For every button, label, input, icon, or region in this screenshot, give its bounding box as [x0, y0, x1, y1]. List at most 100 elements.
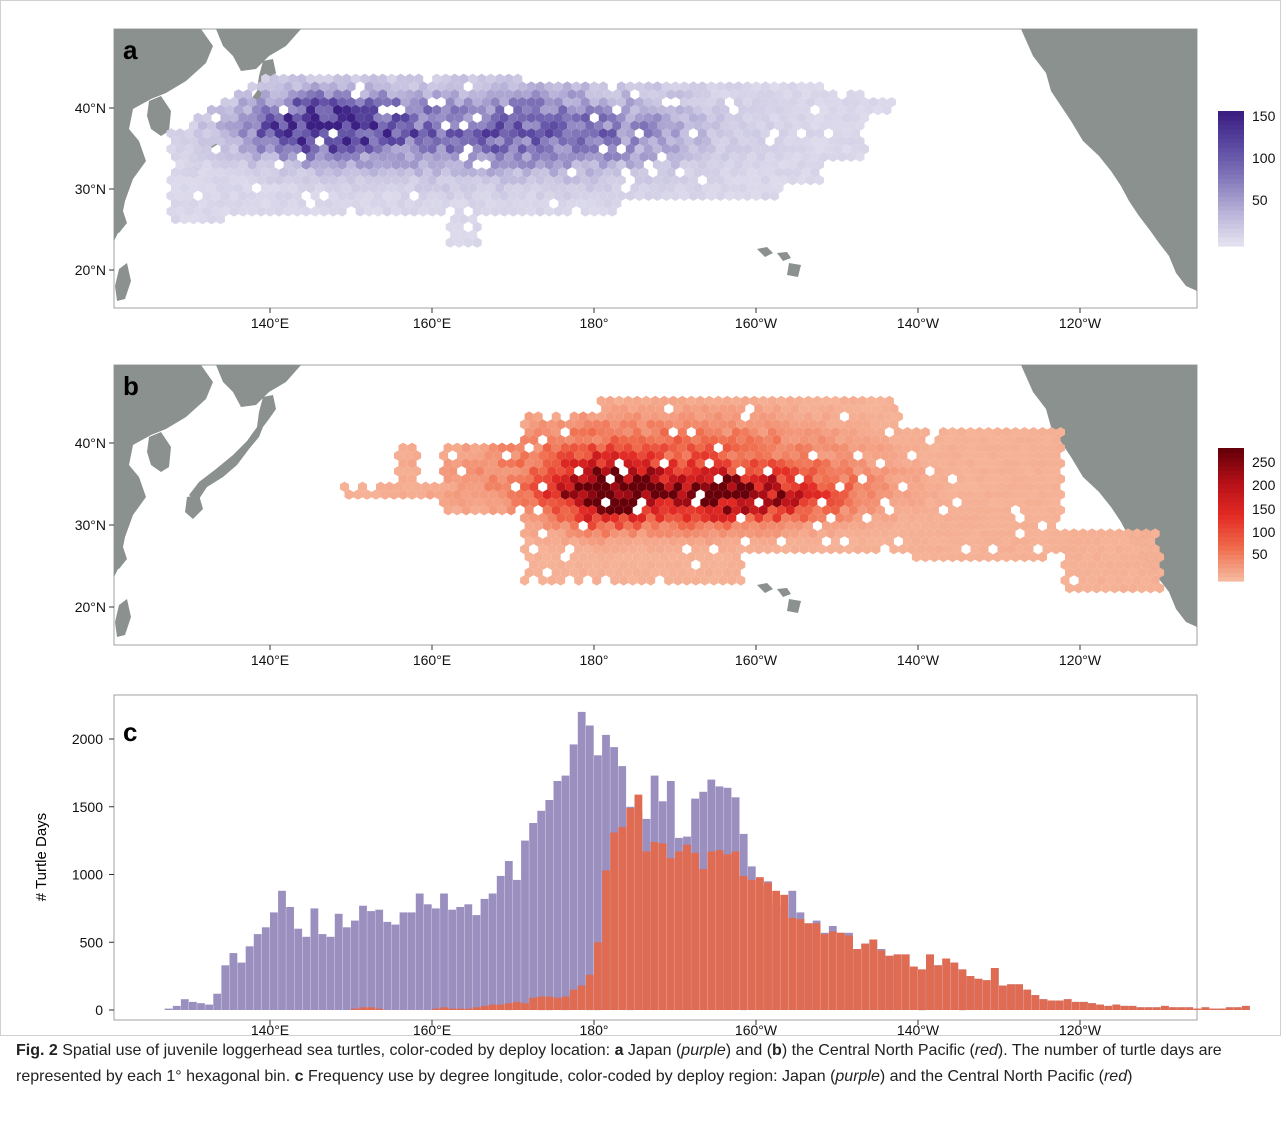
hexbin	[774, 89, 784, 100]
hexbin	[898, 512, 908, 524]
hexbin	[731, 411, 741, 422]
hexbin	[583, 450, 593, 461]
hexbin	[538, 466, 548, 477]
hexbin	[495, 73, 505, 84]
hexbin	[848, 473, 858, 485]
hexbin	[643, 143, 653, 155]
hexbin	[830, 505, 840, 516]
legend-swatch	[1218, 219, 1244, 225]
hexbin	[265, 190, 275, 201]
hexbin	[324, 167, 334, 178]
hexbin	[697, 128, 707, 139]
japan-bar	[245, 946, 254, 1010]
hexbin	[826, 419, 836, 430]
hexbin	[202, 190, 212, 201]
hexbin	[641, 411, 651, 422]
hexbin	[495, 120, 505, 131]
hexbin	[970, 481, 980, 492]
landmass	[115, 263, 131, 301]
hexbin	[713, 458, 723, 469]
hexbin	[513, 89, 523, 100]
hexbin	[866, 458, 876, 469]
hexbin	[646, 450, 656, 461]
hexbin	[828, 136, 838, 147]
hexbin	[490, 81, 500, 92]
hexbin	[722, 551, 732, 563]
hexbin	[463, 159, 473, 170]
hexbin	[902, 458, 912, 469]
hexbin	[569, 473, 579, 485]
hexbin	[853, 466, 863, 477]
hexbin	[319, 97, 329, 108]
hexbin	[812, 536, 822, 547]
hexbin	[862, 403, 872, 414]
hexbin	[806, 175, 815, 186]
hexbin	[1083, 583, 1093, 594]
hexbin	[641, 489, 651, 500]
hexbin	[342, 182, 352, 194]
hexbin	[778, 175, 788, 186]
hexbin	[288, 136, 298, 147]
hexbin	[695, 458, 705, 469]
hexbin	[684, 151, 694, 162]
hexbin	[993, 442, 1002, 453]
hexbin	[342, 120, 352, 131]
hexbin	[450, 198, 460, 209]
hexbin	[522, 89, 532, 100]
hexbin	[565, 528, 575, 539]
hexbin	[673, 419, 683, 430]
hexbin	[369, 136, 379, 147]
hexbin	[556, 512, 566, 524]
hexbin	[637, 434, 647, 446]
hexbin	[842, 143, 851, 155]
hexbin	[396, 89, 406, 100]
hexbin	[715, 112, 725, 123]
hexbin	[220, 175, 230, 186]
hexbin	[706, 112, 716, 123]
hexbin	[450, 73, 460, 84]
hexbin	[664, 575, 674, 586]
hexbin	[490, 97, 500, 108]
hexbin	[655, 450, 665, 461]
hexbin	[628, 544, 638, 555]
hexbin	[907, 466, 917, 477]
hexbin	[866, 411, 876, 422]
hexbin	[560, 442, 570, 453]
hexbin	[718, 575, 728, 586]
hexbin	[691, 481, 701, 492]
hexbin	[812, 411, 822, 422]
hexbin	[292, 190, 302, 201]
hexbin	[970, 434, 980, 446]
hexbin	[952, 466, 962, 477]
hexbin	[1110, 583, 1120, 594]
hexbin	[506, 442, 516, 453]
hexbin	[486, 182, 496, 194]
hexbin	[790, 512, 800, 524]
hexbin	[1051, 497, 1061, 508]
hexbin	[598, 112, 608, 123]
hexbin	[650, 427, 660, 438]
hexbin	[860, 112, 869, 123]
hexbin	[799, 497, 809, 508]
hexbin	[511, 466, 521, 477]
hexbin	[524, 551, 534, 563]
hexbin	[911, 505, 921, 516]
hexbin	[837, 151, 847, 162]
hexbin	[297, 73, 307, 84]
hexbin	[279, 198, 289, 209]
hexbin	[481, 81, 491, 92]
hexbin	[628, 528, 638, 539]
hexbin	[589, 175, 599, 186]
hexbin	[720, 89, 730, 100]
hexbin	[830, 489, 840, 500]
hexbin	[830, 395, 840, 407]
hexbin	[488, 442, 498, 453]
central-north-pacific-bar	[545, 996, 554, 1011]
hexbin	[997, 434, 1007, 446]
landmass	[114, 547, 127, 569]
japan-bar	[278, 890, 286, 1010]
hexbin	[677, 520, 687, 531]
hexbin	[799, 419, 809, 430]
central-north-pacific-bar	[1242, 1005, 1250, 1010]
hexbin	[648, 89, 658, 100]
